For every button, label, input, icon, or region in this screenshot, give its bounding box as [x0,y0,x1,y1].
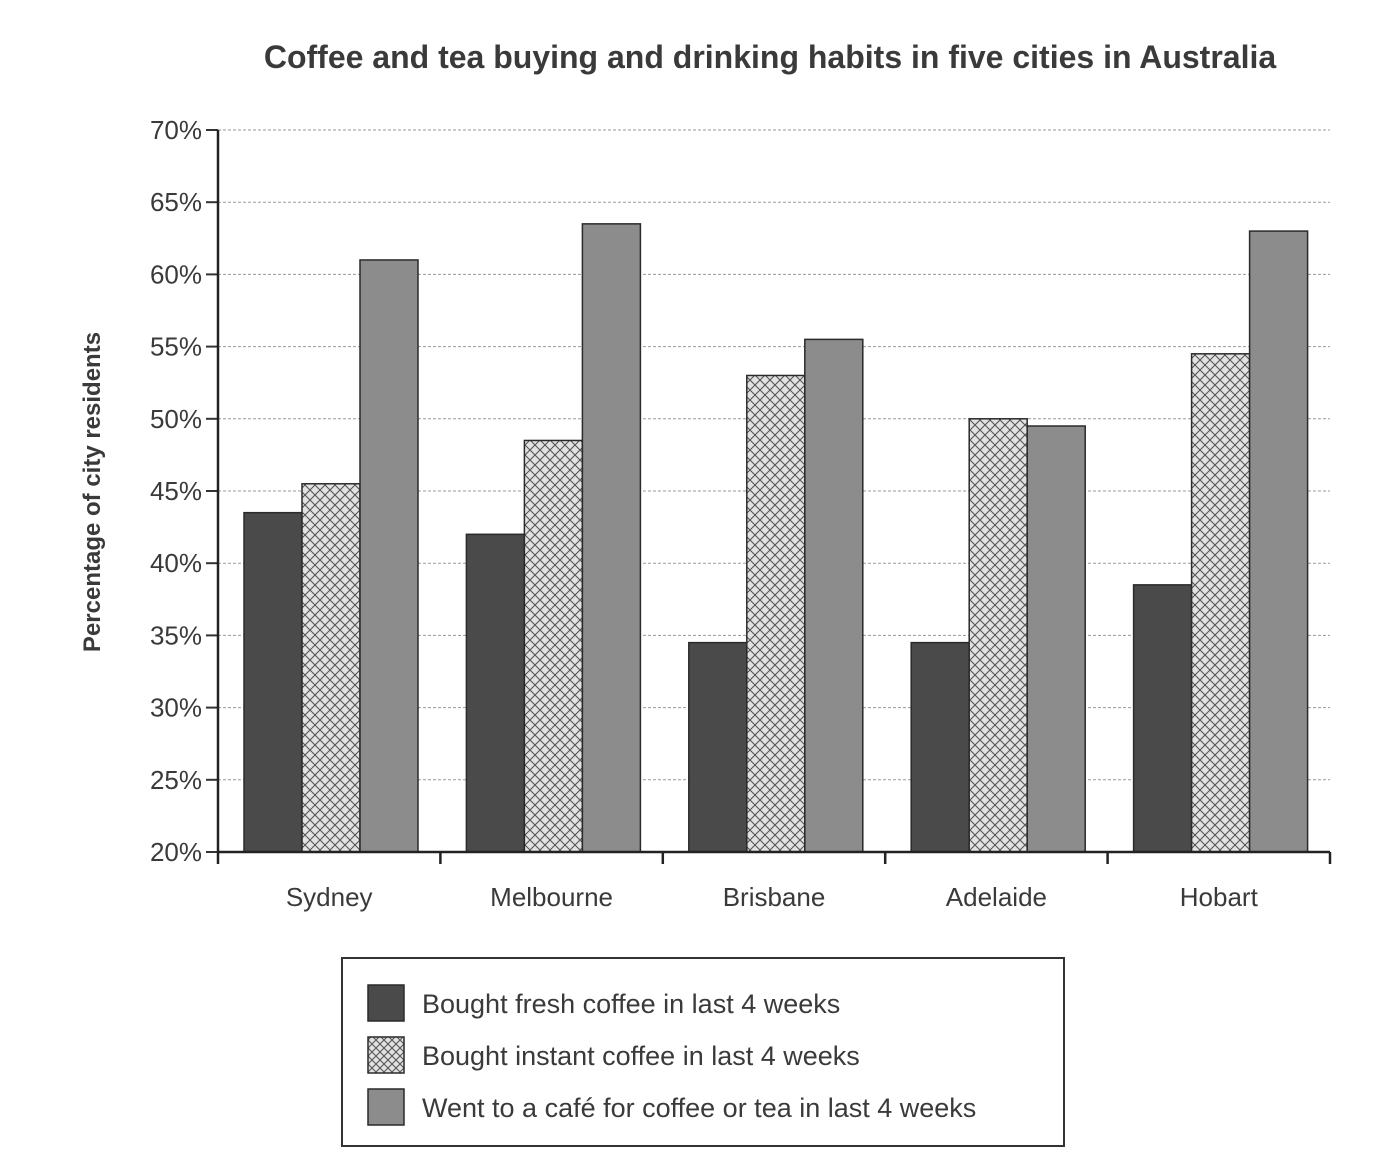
y-tick-label: 35% [150,620,202,650]
legend: Bought fresh coffee in last 4 weeks Bough… [341,957,1065,1147]
y-tick-label: 55% [150,332,202,362]
bar [910,641,970,853]
category-label: Brisbane [723,882,826,912]
bar [1026,425,1086,853]
bar [581,223,642,853]
y-tick-label: 25% [150,765,202,795]
bar [1248,230,1309,853]
bar [523,439,584,853]
bar [746,374,806,853]
y-tick-label: 50% [150,404,202,434]
category-label: Melbourne [490,882,613,912]
chart-title: Coffee and tea buying and drinking habit… [264,39,1277,75]
category-label: Hobart [1180,882,1259,912]
legend-label: Bought instant coffee in last 4 weeks [422,1041,860,1071]
legend-swatch [367,1036,405,1074]
y-axis-label: Percentage of city residents [79,332,106,652]
x-axis-categories: Sydney Melbourne Brisbane Adelaide Hobart [286,882,1259,912]
bar [688,641,748,853]
y-tick-label: 30% [150,693,202,723]
y-axis-ticks: 20% 25% 30% 35% 40% 45% 50% 55% 60% 65% 70% [150,115,218,867]
legend-swatch [367,984,405,1022]
bar [359,259,419,853]
y-tick-label: 70% [150,115,202,145]
y-tick-label: 40% [150,548,202,578]
legend-swatch [367,1088,405,1126]
bar [243,511,303,853]
y-tick-label: 45% [150,476,202,506]
legend-label: Bought fresh coffee in last 4 weeks [422,989,840,1019]
category-label: Sydney [286,882,373,912]
axes [216,130,1332,864]
y-tick-label: 65% [150,187,202,217]
bar [804,338,864,853]
category-label: Adelaide [946,882,1047,912]
bar [301,483,361,853]
y-tick-label: 20% [150,837,202,867]
bar [465,533,526,853]
bar [968,418,1028,853]
legend-label: Went to a café for coffee or tea in last… [422,1093,976,1123]
bar [1190,353,1251,853]
y-tick-label: 60% [150,259,202,289]
bars [243,223,1309,853]
bar [1132,584,1193,853]
legend-box [341,957,1065,1147]
